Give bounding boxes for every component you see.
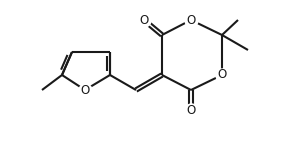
Text: O: O (139, 13, 149, 27)
Text: O: O (217, 68, 227, 81)
Text: O: O (186, 104, 196, 117)
Text: O: O (186, 13, 196, 27)
Text: O: O (80, 84, 90, 97)
